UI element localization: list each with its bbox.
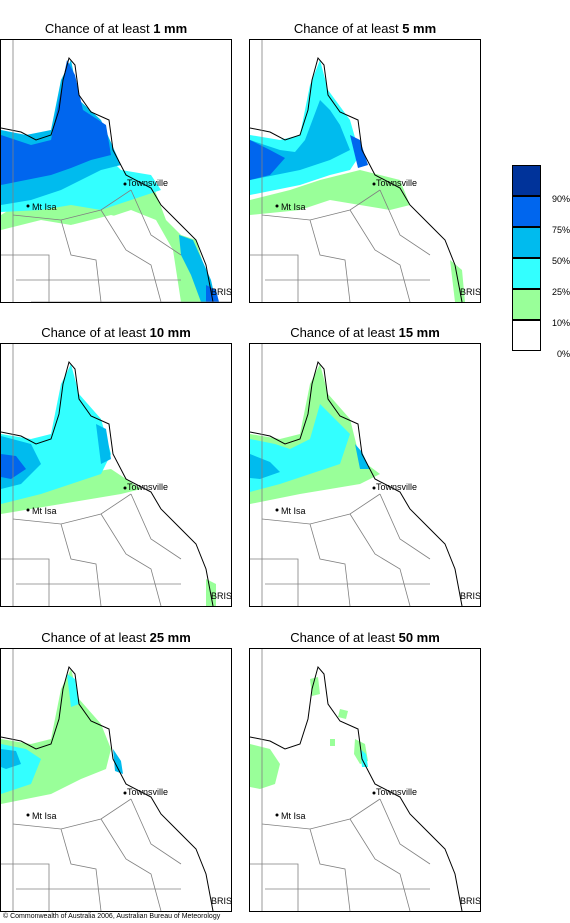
townsville-label: Townsville bbox=[127, 787, 168, 797]
mt-isa-label: Mt Isa bbox=[32, 506, 57, 516]
rainfall-map-5mm: Townsville Mt Isa BRIS bbox=[250, 40, 480, 302]
coastline bbox=[1, 665, 214, 911]
rainfall-map-10mm: Townsville Mt Isa BRIS bbox=[1, 344, 231, 606]
probability-shading bbox=[250, 60, 465, 302]
mt-isa-label: Mt Isa bbox=[281, 202, 306, 212]
legend-swatch-10 bbox=[512, 289, 541, 320]
townsville-label: Townsville bbox=[127, 482, 168, 492]
brisbane-label: BRIS bbox=[211, 896, 231, 906]
rainfall-map-25mm: Townsville Mt Isa BRIS bbox=[1, 649, 231, 911]
panel-title: Chance of at least 50 mm bbox=[290, 630, 440, 645]
rainfall-map-1mm: Townsville Mt Isa BRIS bbox=[1, 40, 231, 302]
state-boundaries bbox=[1, 40, 231, 302]
legend-swatch-50 bbox=[512, 227, 541, 258]
mt-isa-label: Mt Isa bbox=[32, 202, 57, 212]
place-markers: Townsville Mt Isa BRIS bbox=[275, 482, 480, 601]
state-boundaries bbox=[250, 40, 431, 302]
map-frame: Townsville Mt Isa BRIS bbox=[0, 648, 232, 912]
map-frame: Townsville Mt Isa BRIS bbox=[0, 39, 232, 303]
legend-swatch-0 bbox=[512, 320, 541, 351]
coastline bbox=[250, 360, 463, 606]
legend-label-75: 75% bbox=[551, 225, 570, 235]
townsville-label: Townsville bbox=[127, 178, 168, 188]
townsville-label: Townsville bbox=[376, 482, 417, 492]
rainfall-map-50mm: Townsville Mt Isa BRIS bbox=[250, 649, 480, 911]
coastline bbox=[1, 360, 214, 606]
legend-swatch-75 bbox=[512, 196, 541, 227]
panel-title: Chance of at least 1 mm bbox=[44, 21, 188, 36]
map-frame: Townsville Mt Isa BRIS bbox=[0, 343, 232, 607]
map-frame: Townsville Mt Isa BRIS bbox=[249, 343, 481, 607]
state-boundaries bbox=[1, 344, 182, 606]
probability-legend: 90% 75% 50% 25% 10% 0% bbox=[512, 165, 570, 359]
place-markers: Townsville Mt Isa BRIS bbox=[26, 787, 231, 906]
place-markers: Townsville Mt Isa BRIS bbox=[275, 787, 480, 906]
brisbane-label: BRIS bbox=[460, 287, 480, 297]
place-markers: Townsville Mt Isa BRIS bbox=[26, 178, 231, 297]
rainfall-map-15mm: Townsville Mt Isa BRIS bbox=[250, 344, 480, 606]
probability-shading bbox=[250, 364, 380, 504]
state-boundaries bbox=[1, 649, 182, 911]
townsville-label: Townsville bbox=[376, 787, 417, 797]
panel-title: Chance of at least 5 mm bbox=[293, 21, 437, 36]
panel-title: Chance of at least 15 mm bbox=[290, 325, 440, 340]
coastline bbox=[1, 56, 214, 302]
panel-title: Chance of at least 10 mm bbox=[41, 325, 191, 340]
legend-label-10: 10% bbox=[551, 318, 570, 328]
legend-swatch-25 bbox=[512, 258, 541, 289]
probability-shading bbox=[1, 60, 219, 302]
mt-isa-label: Mt Isa bbox=[281, 811, 306, 821]
state-boundaries bbox=[250, 344, 431, 606]
mt-isa-label: Mt Isa bbox=[281, 506, 306, 516]
brisbane-label: BRIS bbox=[211, 591, 231, 601]
mt-isa-label: Mt Isa bbox=[32, 811, 57, 821]
townsville-label: Townsville bbox=[376, 178, 417, 188]
legend-label-25: 25% bbox=[551, 287, 570, 297]
legend-label-90: 90% bbox=[551, 194, 570, 204]
place-markers: Townsville Mt Isa BRIS bbox=[26, 482, 231, 601]
legend-swatch-90 bbox=[512, 165, 541, 196]
map-frame: Townsville Mt Isa BRIS bbox=[249, 39, 481, 303]
coastline bbox=[250, 56, 463, 302]
probability-shading bbox=[1, 669, 123, 804]
probability-shading bbox=[1, 364, 216, 606]
brisbane-label: BRIS bbox=[211, 287, 231, 297]
probability-shading bbox=[250, 677, 368, 789]
brisbane-label: BRIS bbox=[460, 591, 480, 601]
legend-label-50: 50% bbox=[551, 256, 570, 266]
legend-label-0: 0% bbox=[556, 349, 570, 359]
copyright-notice: © Commonwealth of Australia 2006, Austra… bbox=[3, 913, 221, 920]
brisbane-label: BRIS bbox=[460, 896, 480, 906]
panel-title: Chance of at least 25 mm bbox=[41, 630, 191, 645]
map-frame: Townsville Mt Isa BRIS bbox=[249, 648, 481, 912]
place-markers: Townsville Mt Isa BRIS bbox=[275, 178, 480, 297]
coastline bbox=[250, 665, 463, 911]
state-boundaries bbox=[250, 649, 431, 911]
